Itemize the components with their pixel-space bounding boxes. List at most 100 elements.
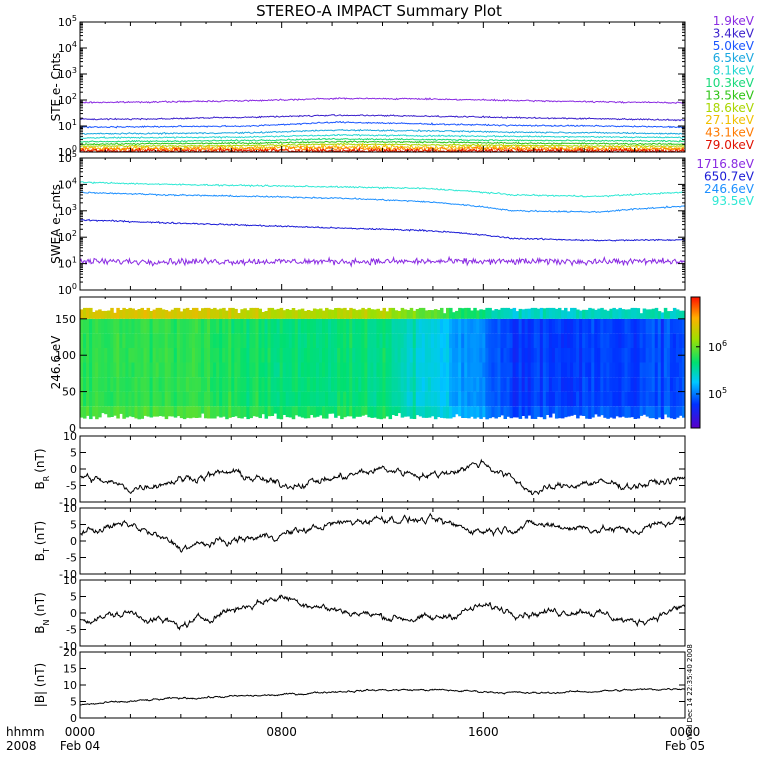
spectrogram-cell	[137, 406, 141, 420]
spectrogram-cell	[322, 318, 326, 334]
spectrogram-cell	[273, 391, 278, 407]
spectrogram-cell	[446, 362, 450, 378]
spectrogram-cell	[167, 318, 172, 334]
spectrogram-cell	[515, 391, 520, 407]
spectrogram-cell	[394, 310, 399, 319]
spectrogram-cell	[98, 377, 102, 392]
footer-time-label: hhmm	[6, 725, 45, 739]
spectrogram-cell	[594, 391, 598, 407]
spectrogram-cell	[678, 362, 683, 378]
spectrogram-cell	[116, 307, 120, 319]
spectrogram-cell	[636, 391, 641, 407]
spectrogram-cell	[467, 391, 471, 407]
spectrogram-cell	[173, 391, 178, 407]
spectrogram-cell	[397, 377, 402, 392]
spectrogram-cell	[240, 333, 244, 348]
spectrogram-cell	[675, 377, 680, 392]
spectrogram-cell	[473, 347, 477, 363]
spectrogram-cell	[343, 347, 347, 363]
spectrogram-cell	[364, 309, 368, 319]
spectrogram-cell	[246, 310, 250, 319]
spectrogram-cell	[367, 333, 371, 348]
spectrogram-cell	[101, 310, 105, 319]
spectrogram-cell	[512, 406, 517, 418]
spectrogram-cell	[367, 347, 371, 363]
spectrogram-cell	[243, 391, 247, 407]
spectrogram-cell	[554, 391, 559, 407]
spectrogram-cell	[343, 391, 347, 407]
spectrogram-cell	[346, 310, 350, 319]
spectrogram-cell	[294, 406, 299, 416]
spectrogram-cell	[406, 362, 411, 378]
bn-y-tick-label: 0	[70, 607, 77, 620]
spectrogram-cell	[669, 318, 674, 334]
spectrogram-cell	[194, 391, 199, 407]
spectrogram-cell	[86, 307, 90, 319]
spectrogram-cell	[512, 391, 517, 407]
spectrogram-cell	[201, 318, 205, 334]
spectrogram-cell	[415, 391, 420, 407]
spectrogram-cell	[612, 347, 616, 363]
spectrogram-cell	[234, 318, 238, 334]
spectrogram-cell	[185, 362, 190, 378]
spectrogram-cell	[149, 391, 154, 407]
spectrogram-cell	[394, 318, 399, 334]
spectrogram-cell	[681, 310, 686, 319]
spectrogram-cell	[557, 377, 562, 392]
spectrogram-cell	[542, 318, 547, 334]
spectrogram-cell	[349, 362, 353, 378]
spectrogram-cell	[331, 362, 335, 378]
spectrogram-cell	[642, 347, 647, 363]
spectrogram-cell	[128, 347, 132, 363]
spectrogram-cell	[542, 333, 547, 348]
spectrogram-cell	[527, 377, 532, 392]
spectrogram-cell	[131, 318, 135, 334]
swea-legend-entry: 246.6eV	[704, 182, 755, 196]
spectrogram-cell	[104, 310, 108, 319]
spectrogram-cell	[470, 318, 474, 334]
spectrogram-cell	[107, 347, 111, 363]
spectrogram-cell	[182, 333, 187, 348]
spectrogram-cell	[92, 377, 96, 392]
spectrogram-cell	[446, 391, 450, 407]
spectrogram-cell	[458, 377, 462, 392]
spectrogram-cell	[636, 406, 641, 419]
spectrogram-cell	[291, 347, 296, 363]
spectrogram-cell	[225, 310, 229, 319]
spectrogram-cell	[494, 318, 498, 334]
spectrogram-cell	[312, 318, 317, 334]
spectrogram-cell	[352, 333, 356, 348]
br-y-tick-label: 5	[70, 447, 77, 460]
spectrogram-cell	[288, 347, 293, 363]
spectrogram-cell	[219, 333, 223, 348]
spectrogram-cell	[334, 377, 338, 392]
spectrogram-cell	[615, 347, 619, 363]
spectrogram-cell	[122, 362, 126, 378]
spectrogram-cell	[128, 406, 132, 417]
spectrogram-cell	[343, 333, 347, 348]
spectrogram-ylabel: 246.6 eV	[49, 335, 63, 390]
spectrogram-cell	[240, 318, 244, 334]
spectrogram-cell	[294, 377, 299, 392]
spectrogram-cell	[588, 347, 592, 363]
spectrogram-cell	[143, 406, 148, 416]
spectrogram-cell	[125, 309, 129, 319]
spectrogram-cell	[588, 377, 592, 392]
spectrogram-cell	[246, 318, 250, 334]
spectrogram-cell	[261, 362, 266, 378]
spectrogram-cell	[89, 347, 93, 363]
spectrogram-cell	[143, 310, 148, 319]
spectrogram-cell	[352, 362, 356, 378]
spectrogram-cell	[527, 347, 532, 363]
spectrogram-cell	[521, 406, 526, 416]
spectrogram-cell	[648, 362, 653, 378]
bn-y-tick-label: 10	[63, 574, 77, 587]
spectrogram-cell	[331, 391, 335, 407]
spectrogram-cell	[179, 333, 184, 348]
spectrogram-cell	[325, 307, 329, 319]
spectrogram-cell	[449, 318, 453, 334]
spectrogram-cell	[506, 318, 511, 334]
spectrogram-cell	[364, 391, 368, 407]
spectrogram-cell	[243, 362, 247, 378]
spectrogram-cell	[461, 362, 465, 378]
